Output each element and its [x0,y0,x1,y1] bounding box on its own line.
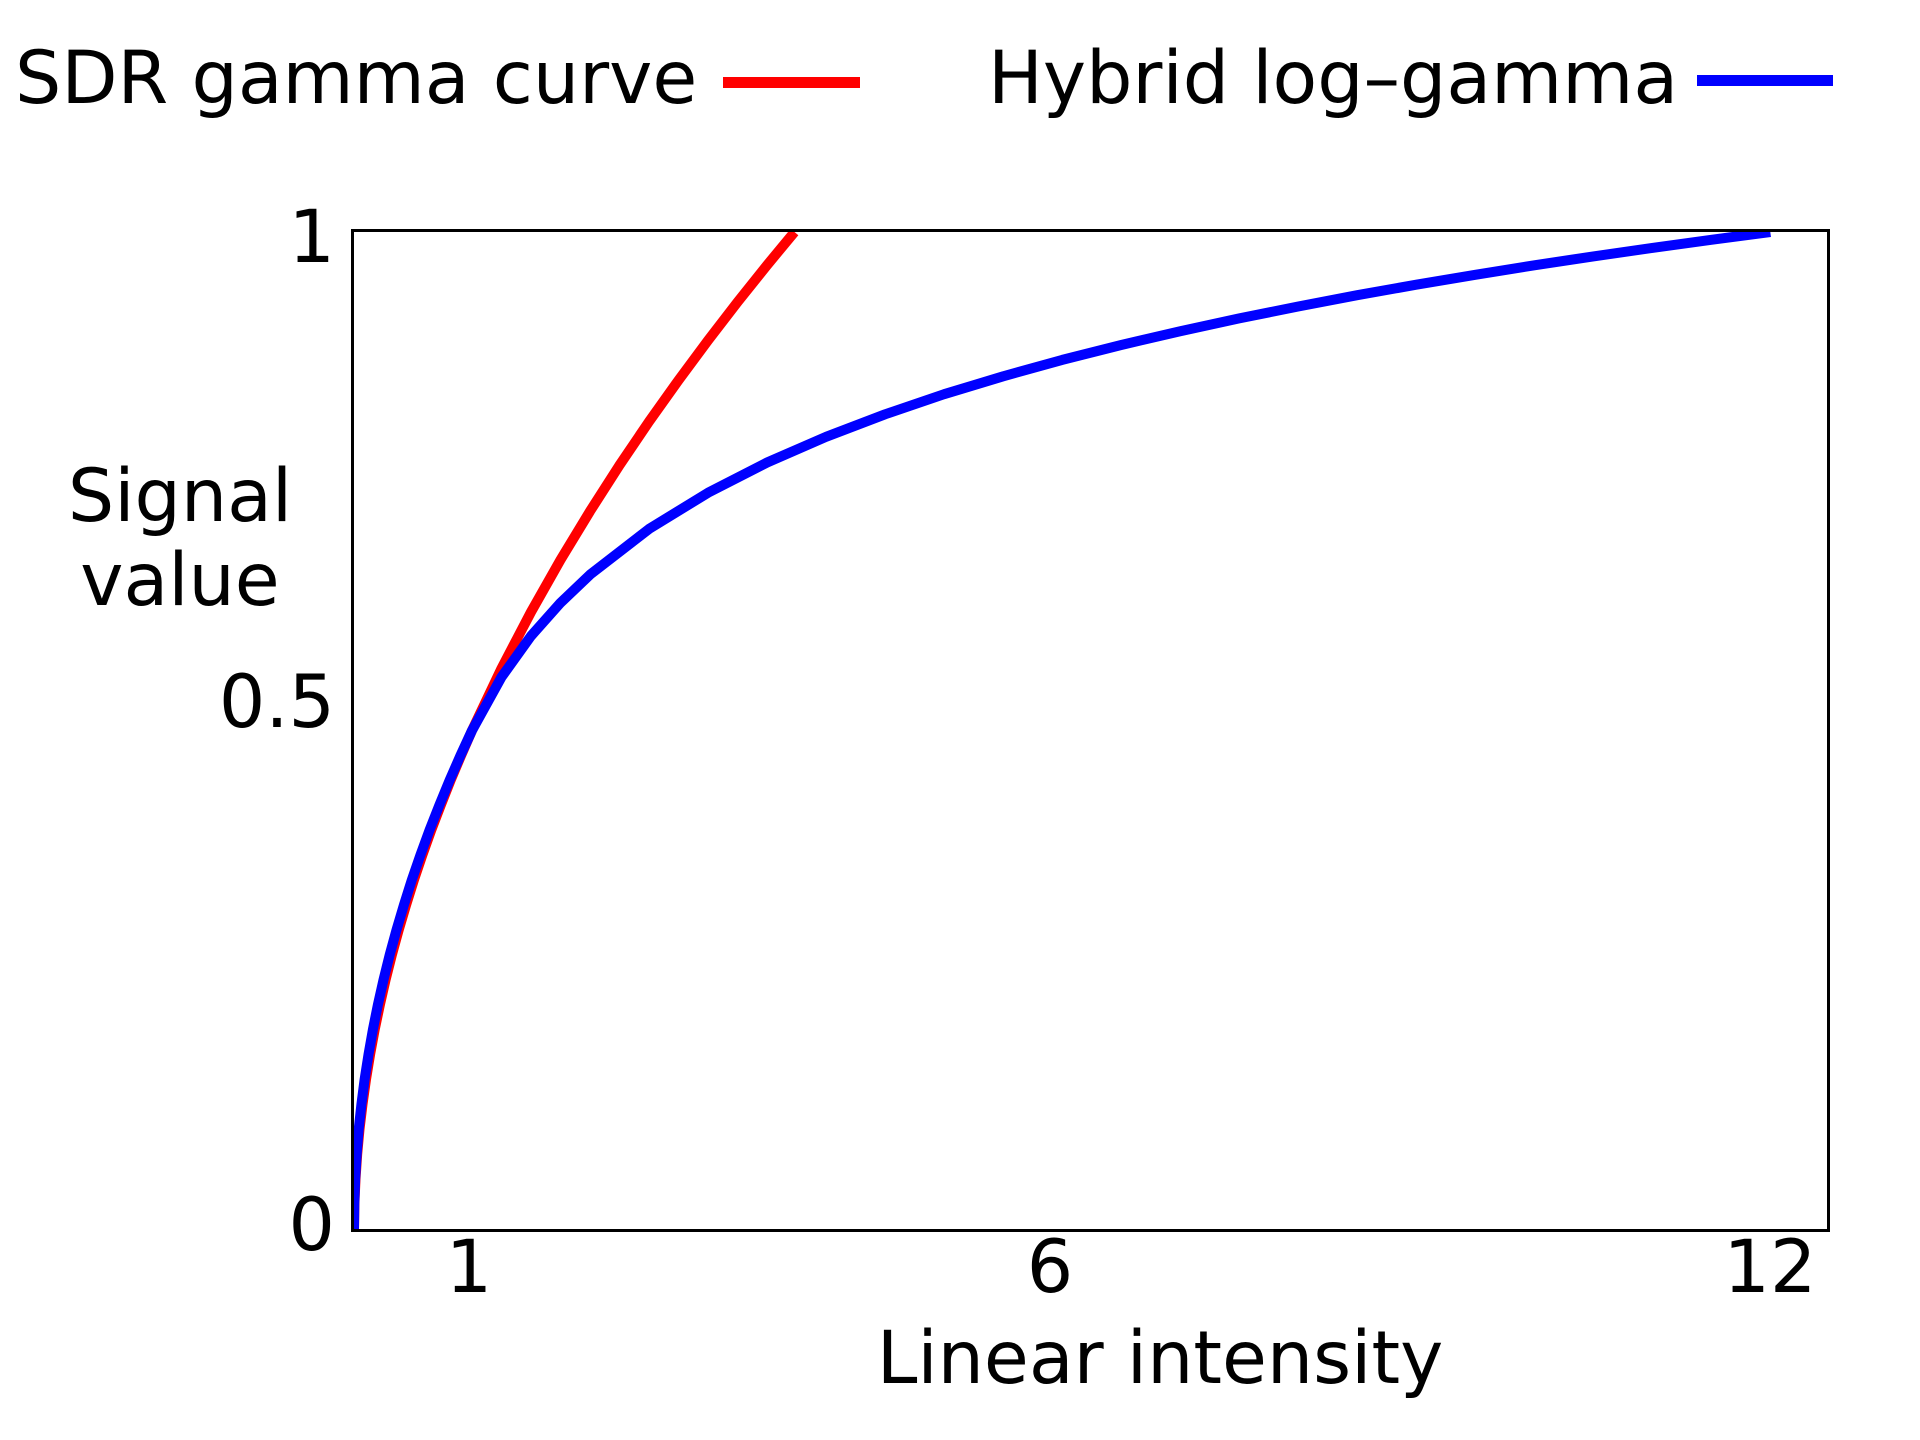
legend-swatch-hybrid-log-gamma [1697,75,1833,86]
legend-label-sdr-gamma: SDR gamma curve [15,36,698,121]
y-axis-title: Signal value [67,454,293,623]
sdr-gamma-curve-line [354,232,799,1229]
legend-label-hybrid-log-gamma: Hybrid log–gamma [988,36,1679,121]
plot-area [351,229,1830,1232]
x-tick-6: 6 [1026,1225,1074,1310]
hybrid-log-gamma-curve-line [354,232,1771,1229]
y-tick-1: 1 [288,195,335,280]
y-tick-0-5: 0.5 [218,660,335,745]
x-tick-1: 1 [445,1225,493,1310]
curves-svg [354,232,1771,1229]
x-axis-title: Linear intensity [876,1316,1444,1401]
x-tick-12: 12 [1723,1225,1817,1310]
y-tick-0: 0 [288,1183,335,1268]
legend-swatch-sdr-gamma [723,77,860,88]
